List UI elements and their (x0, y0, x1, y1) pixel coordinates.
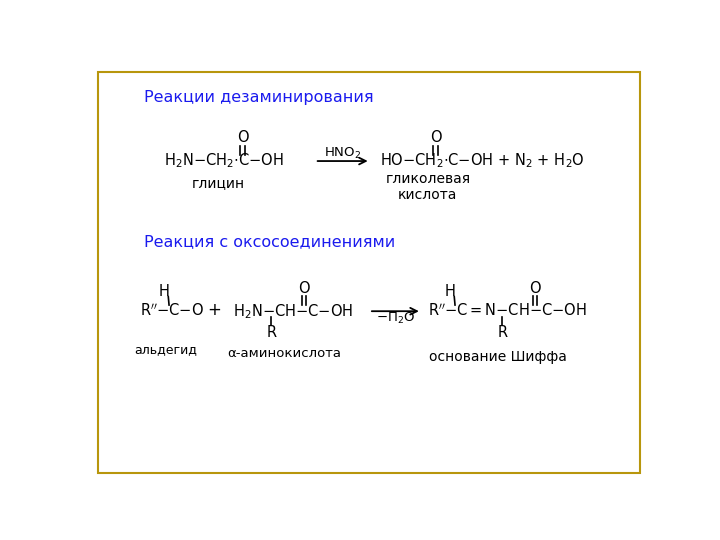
Text: Реакция с оксосоединениями: Реакция с оксосоединениями (144, 234, 395, 249)
Text: O: O (529, 281, 541, 295)
Text: R$^{\prime\prime}$$-$C$=$N$-$CH$-$C$-$OH: R$^{\prime\prime}$$-$C$=$N$-$CH$-$C$-$OH (428, 303, 587, 320)
Text: α-аминокислота: α-аминокислота (227, 347, 341, 360)
Text: O: O (237, 131, 248, 145)
Text: +: + (207, 301, 221, 319)
Text: HNO$_2$: HNO$_2$ (324, 146, 361, 161)
Text: основание Шиффа: основание Шиффа (428, 350, 567, 365)
Text: $-$П$_2$O: $-$П$_2$O (376, 312, 415, 327)
Text: Реакции дезаминирования: Реакции дезаминирования (144, 90, 374, 105)
Text: H$_2$N$-$CH$_2$$\cdot$C$-$OH: H$_2$N$-$CH$_2$$\cdot$C$-$OH (163, 152, 284, 171)
Text: H: H (159, 284, 170, 299)
Text: альдегид: альдегид (135, 343, 197, 356)
Text: O: O (430, 131, 441, 145)
Text: R$^{\prime\prime}$$-$C$-$O: R$^{\prime\prime}$$-$C$-$O (140, 303, 204, 320)
Text: R: R (498, 325, 508, 340)
Text: H$_2$N$-$CH$-$C$-$OH: H$_2$N$-$CH$-$C$-$OH (233, 302, 354, 321)
Text: O: O (298, 281, 310, 295)
Text: глицин: глицин (192, 176, 244, 190)
Text: HO$-$CH$_2$$\cdot$C$-$OH + N$_2$ + H$_2$O: HO$-$CH$_2$$\cdot$C$-$OH + N$_2$ + H$_2$… (380, 152, 585, 171)
Text: гликолевая
кислота: гликолевая кислота (385, 172, 470, 202)
Text: R: R (266, 325, 276, 340)
Text: H: H (445, 284, 456, 299)
